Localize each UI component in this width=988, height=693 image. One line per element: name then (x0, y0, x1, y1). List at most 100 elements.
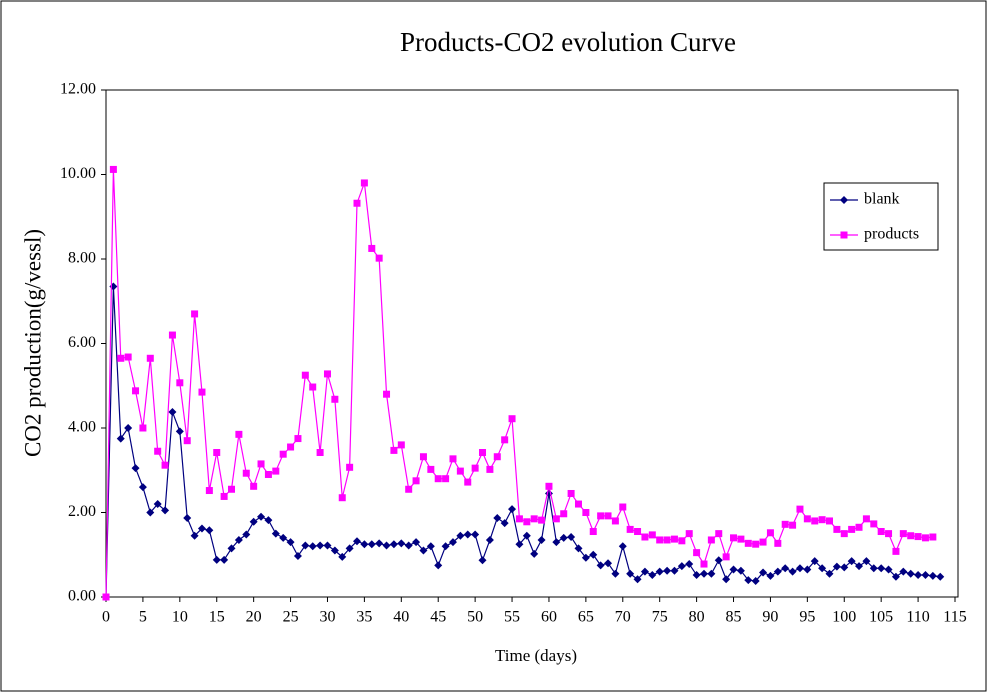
data-point (729, 565, 738, 574)
data-point (293, 552, 302, 561)
x-tick-label: 100 (832, 609, 856, 626)
data-point (589, 528, 597, 536)
data-point (730, 534, 738, 542)
data-point (744, 576, 753, 585)
data-point (138, 483, 147, 492)
data-point (154, 447, 162, 455)
data-point (611, 517, 619, 525)
data-point (301, 541, 310, 550)
legend-marker (840, 196, 848, 204)
data-point (714, 556, 723, 565)
data-point (161, 461, 169, 469)
data-point (331, 395, 339, 403)
data-point (191, 310, 199, 318)
data-point (825, 517, 833, 525)
data-point (316, 449, 324, 457)
data-point (190, 531, 199, 540)
data-point (500, 519, 509, 528)
y-tick-label: 8.00 (68, 250, 96, 267)
data-point (869, 564, 878, 573)
x-tick-label: 110 (906, 609, 929, 626)
data-point (766, 529, 774, 537)
x-tick-label: 95 (799, 609, 815, 626)
data-point (264, 516, 273, 525)
data-point (272, 467, 280, 475)
data-point (855, 562, 864, 571)
data-point (538, 516, 546, 524)
data-point (427, 465, 435, 473)
data-point (523, 518, 531, 526)
data-point (818, 564, 827, 573)
x-axis-label: Time (days) (495, 646, 577, 665)
data-point (722, 575, 731, 584)
data-point (574, 500, 582, 508)
x-tick-label: 65 (578, 609, 594, 626)
data-point (345, 544, 354, 553)
data-point (663, 566, 672, 575)
data-point (744, 539, 752, 547)
data-point (789, 521, 797, 529)
x-tick-label: 70 (615, 609, 631, 626)
data-point (722, 553, 730, 561)
data-point (715, 530, 723, 538)
data-point (397, 539, 406, 548)
data-point (242, 469, 250, 477)
data-point (907, 532, 915, 540)
data-point (700, 560, 708, 568)
data-point (412, 477, 420, 485)
y-tick-label: 4.00 (68, 419, 96, 436)
data-point (626, 569, 635, 578)
data-point (479, 449, 487, 457)
data-point (641, 533, 649, 541)
x-tick-label: 35 (356, 609, 372, 626)
data-point (153, 500, 162, 509)
data-point (604, 559, 613, 568)
data-point (914, 533, 922, 541)
data-point (788, 567, 797, 576)
data-point (670, 566, 679, 575)
data-point (124, 353, 132, 361)
data-point (862, 557, 871, 566)
data-point (176, 379, 184, 387)
data-point (522, 531, 531, 540)
data-point (390, 446, 398, 454)
data-point (471, 464, 479, 472)
data-point (885, 530, 893, 538)
data-point (906, 569, 915, 578)
data-point (811, 517, 819, 525)
data-point (309, 383, 317, 391)
data-point (383, 390, 391, 398)
data-point (382, 541, 391, 550)
data-point (560, 510, 568, 518)
data-point (456, 531, 465, 540)
data-point (485, 535, 494, 544)
x-tick-label: 30 (319, 609, 335, 626)
data-point (448, 538, 457, 547)
data-point (116, 434, 125, 443)
y-axis-label: CO2 production(g/vessl) (20, 229, 45, 457)
data-point (117, 354, 125, 362)
data-point (670, 535, 678, 543)
data-point (346, 463, 354, 471)
data-point (611, 569, 620, 578)
data-point (257, 460, 265, 468)
data-point (899, 530, 907, 538)
data-point (375, 539, 384, 548)
data-point (220, 555, 229, 564)
data-point (604, 512, 612, 520)
data-point (634, 528, 642, 536)
y-tick-label: 10.00 (60, 165, 96, 182)
data-point (737, 535, 745, 543)
x-tick-label: 50 (467, 609, 483, 626)
chart-title: Products-CO2 evolution Curve (400, 27, 736, 57)
data-point (552, 538, 561, 547)
data-point (870, 520, 878, 528)
data-point (803, 565, 812, 574)
data-point (235, 430, 243, 438)
data-point (795, 564, 804, 573)
data-point (323, 541, 332, 550)
data-point (213, 449, 221, 457)
data-point (367, 540, 376, 549)
data-point (515, 515, 523, 523)
data-point (419, 453, 427, 461)
